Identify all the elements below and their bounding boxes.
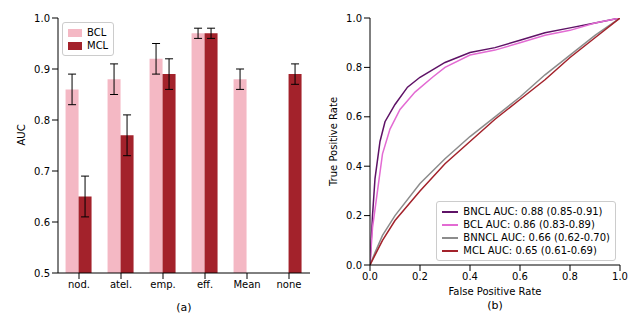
html-text:MCL: MCL — [87, 40, 109, 51]
html-text:BCL: BCL — [87, 27, 107, 38]
svg-text:AUC: AUC — [16, 124, 27, 145]
svg-text:False Positive Rate: False Positive Rate — [449, 286, 542, 297]
svg-text:0.8: 0.8 — [562, 271, 578, 282]
svg-text:1.0: 1.0 — [612, 271, 628, 282]
svg-text:0.4: 0.4 — [462, 271, 478, 282]
svg-text:0.0: 0.0 — [362, 271, 378, 282]
svg-text:eff.: eff. — [197, 279, 213, 290]
svg-text:0.4: 0.4 — [346, 161, 362, 172]
svg-text:1.0: 1.0 — [34, 13, 50, 24]
html-text:BNCL AUC: 0.88 (0.85-0.91): BNCL AUC: 0.88 (0.85-0.91) — [463, 206, 603, 217]
svg-text:0.5: 0.5 — [34, 268, 50, 279]
html-text:BCL AUC: 0.86 (0.83-0.89): BCL AUC: 0.86 (0.83-0.89) — [463, 219, 595, 230]
svg-text:1.0: 1.0 — [346, 13, 362, 24]
svg-text:(a): (a) — [176, 301, 191, 313]
svg-text:0.2: 0.2 — [346, 210, 362, 221]
html-text:BNNCL AUC: 0.66 (0.62-0.70): BNNCL AUC: 0.66 (0.62-0.70) — [463, 232, 610, 243]
svg-text:0.9: 0.9 — [34, 64, 50, 75]
svg-text:emp.: emp. — [150, 279, 175, 290]
svg-text:0.6: 0.6 — [512, 271, 528, 282]
svg-text:0.2: 0.2 — [412, 271, 428, 282]
svg-text:True Positive Rate: True Positive Rate — [328, 97, 339, 187]
svg-text:(b): (b) — [487, 299, 503, 312]
svg-text:0.8: 0.8 — [34, 115, 50, 126]
svg-text:0.8: 0.8 — [346, 62, 362, 73]
html-text:MCL AUC: 0.65 (0.61-0.69): MCL AUC: 0.65 (0.61-0.69) — [463, 245, 597, 256]
svg-text:none: none — [277, 279, 302, 290]
svg-text:0.7: 0.7 — [34, 166, 50, 177]
svg-text:0.0: 0.0 — [346, 260, 362, 271]
svg-text:atel.: atel. — [110, 279, 132, 290]
svg-text:Mean: Mean — [233, 279, 260, 290]
svg-text:0.6: 0.6 — [346, 111, 362, 122]
svg-text:0.6: 0.6 — [34, 217, 50, 228]
svg-text:nod.: nod. — [68, 279, 90, 290]
